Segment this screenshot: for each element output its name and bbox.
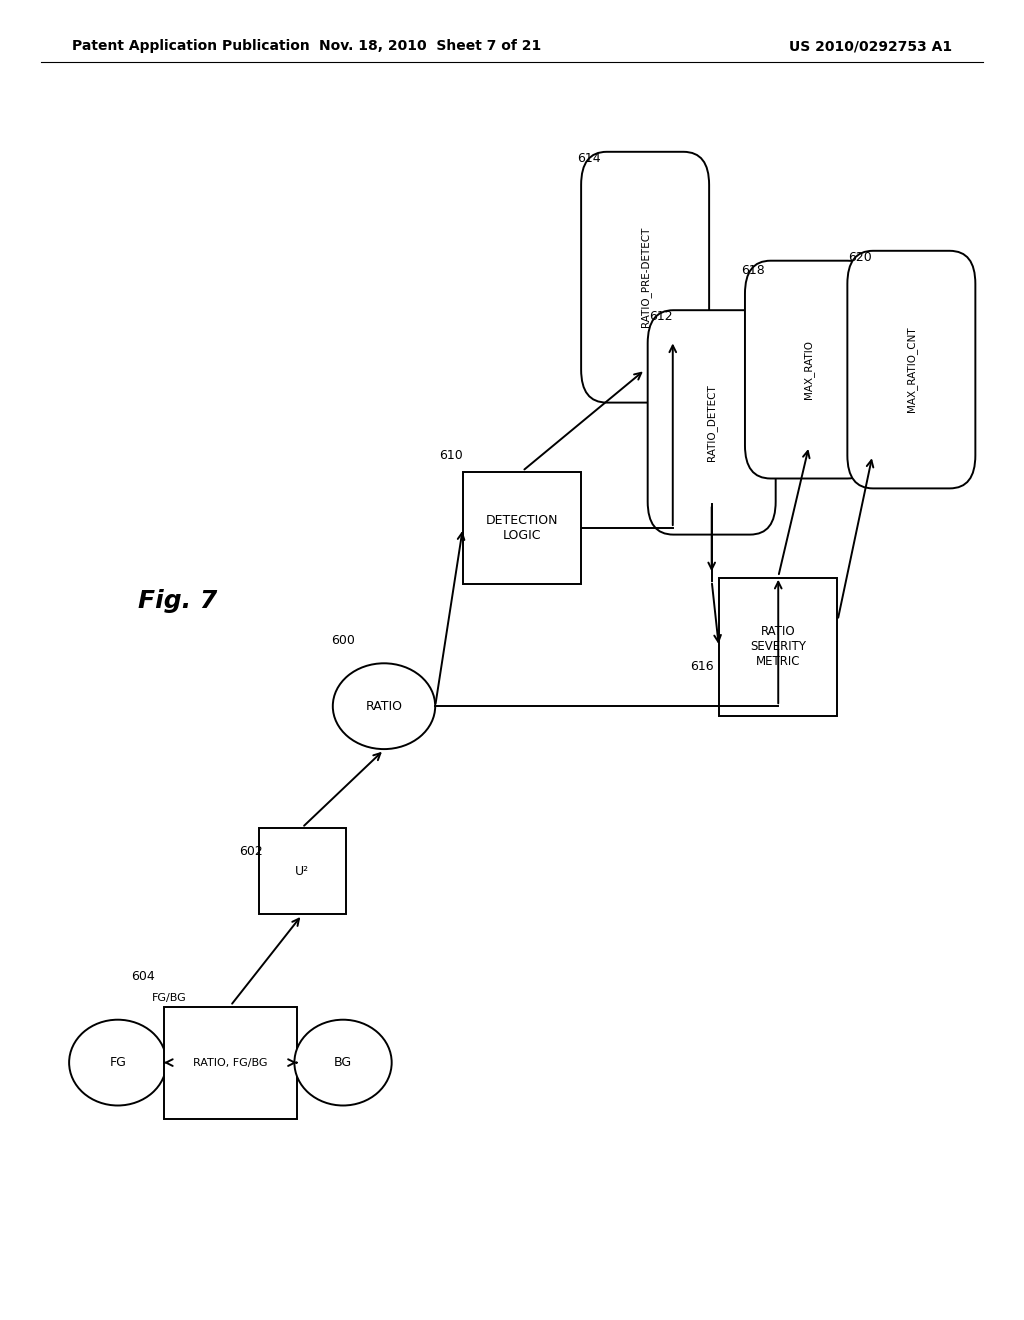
Text: RATIO, FG/BG: RATIO, FG/BG <box>194 1057 267 1068</box>
Text: 616: 616 <box>689 660 714 673</box>
Text: 620: 620 <box>848 251 872 264</box>
Text: 612: 612 <box>648 310 673 323</box>
Text: Nov. 18, 2010  Sheet 7 of 21: Nov. 18, 2010 Sheet 7 of 21 <box>318 40 542 53</box>
Text: FG: FG <box>110 1056 126 1069</box>
Ellipse shape <box>70 1019 166 1105</box>
Text: MAX_RATIO_CNT: MAX_RATIO_CNT <box>906 327 916 412</box>
FancyBboxPatch shape <box>582 152 709 403</box>
Text: DETECTION
LOGIC: DETECTION LOGIC <box>486 513 558 543</box>
Text: U²: U² <box>295 865 309 878</box>
Text: RATIO: RATIO <box>366 700 402 713</box>
Text: Fig. 7: Fig. 7 <box>138 589 217 612</box>
Text: Patent Application Publication: Patent Application Publication <box>72 40 309 53</box>
Text: US 2010/0292753 A1: US 2010/0292753 A1 <box>790 40 952 53</box>
Ellipse shape <box>295 1019 391 1105</box>
Text: 618: 618 <box>740 264 765 277</box>
Text: RATIO_DETECT: RATIO_DETECT <box>707 384 717 461</box>
Text: 600: 600 <box>331 634 355 647</box>
FancyBboxPatch shape <box>647 310 776 535</box>
Text: 602: 602 <box>239 845 263 858</box>
Text: FG/BG: FG/BG <box>152 993 186 1003</box>
FancyBboxPatch shape <box>164 1006 297 1119</box>
Text: MAX_RATIO: MAX_RATIO <box>804 341 814 399</box>
Text: 614: 614 <box>577 152 601 165</box>
FancyBboxPatch shape <box>745 261 872 479</box>
Text: RATIO_PRE-DETECT: RATIO_PRE-DETECT <box>640 227 650 327</box>
FancyBboxPatch shape <box>463 473 582 583</box>
FancyBboxPatch shape <box>258 829 346 913</box>
Text: 604: 604 <box>131 970 156 983</box>
Text: RATIO
SEVERITY
METRIC: RATIO SEVERITY METRIC <box>751 626 806 668</box>
Text: 610: 610 <box>438 449 463 462</box>
FancyBboxPatch shape <box>719 578 838 715</box>
Ellipse shape <box>333 663 435 748</box>
Text: BG: BG <box>334 1056 352 1069</box>
FancyBboxPatch shape <box>848 251 975 488</box>
